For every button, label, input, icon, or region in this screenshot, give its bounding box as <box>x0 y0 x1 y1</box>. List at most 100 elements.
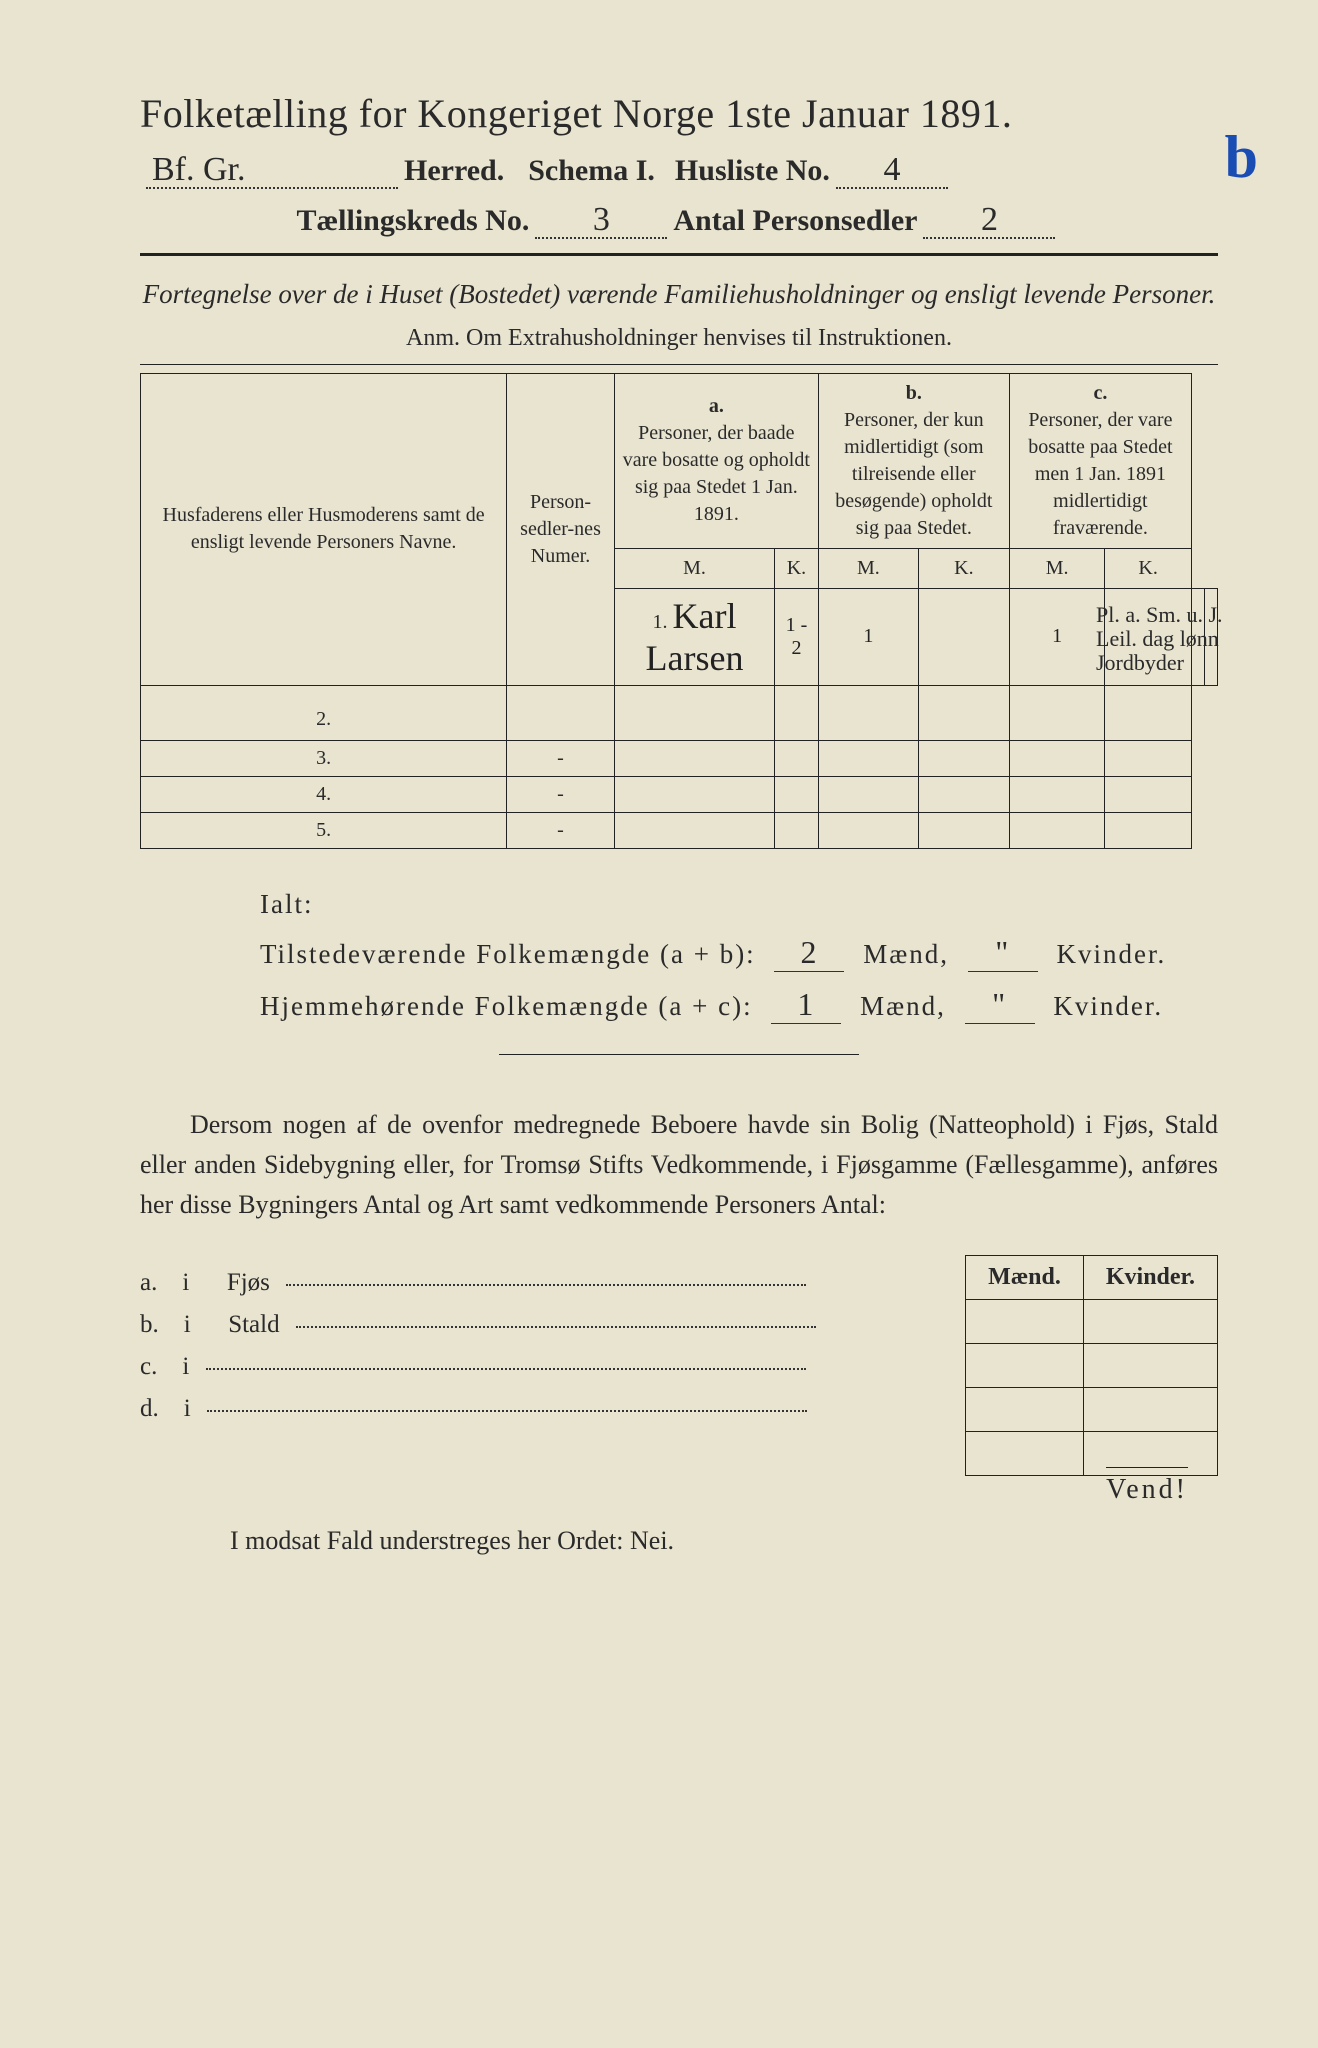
cell <box>918 776 1009 812</box>
kvinder-label: Kvinder. <box>1053 991 1163 1021</box>
blue-pencil-mark: b <box>1225 123 1258 192</box>
ialt-label: Ialt: <box>260 889 1218 920</box>
cell <box>818 740 918 776</box>
ob-key: d. <box>140 1395 159 1422</box>
cell <box>818 776 918 812</box>
cell <box>1105 776 1192 812</box>
cell <box>775 812 819 848</box>
th-a-label: a. <box>709 395 724 417</box>
header-line-1: Bf. Gr. Herred. Schema I. Husliste No. 4… <box>140 153 1218 189</box>
cell <box>507 685 615 740</box>
main-table: Husfaderens eller Husmoderens samt de en… <box>140 373 1218 849</box>
husliste-value: 4 <box>836 153 948 189</box>
ob-dots <box>207 1410 807 1412</box>
th-b-label: b. <box>906 382 922 404</box>
footer-text: I modsat Fald understreges her Ordet: Ne… <box>230 1526 674 1555</box>
ob-i: i <box>184 1395 191 1422</box>
ob-i: i <box>182 1353 189 1380</box>
th-b: b. Personer, der kun midlertidigt (som t… <box>818 373 1009 548</box>
ob-label: Fjøs <box>227 1269 270 1296</box>
cell <box>1009 776 1105 812</box>
th-a-m: M. <box>614 548 774 588</box>
cell <box>1105 740 1192 776</box>
cell <box>1009 812 1105 848</box>
cell <box>614 812 774 848</box>
cell <box>966 1432 1084 1476</box>
th-c-k: K. <box>1105 548 1192 588</box>
tilst-m: 2 <box>774 934 844 972</box>
table-row: 5. - <box>141 812 1218 848</box>
footer-line: I modsat Fald understreges her Ordet: Ne… <box>230 1526 1218 1556</box>
cell <box>966 1388 1084 1432</box>
cell <box>1083 1344 1217 1388</box>
th-c-text: Personer, der vare bosatte paa Stedet me… <box>1028 409 1172 539</box>
row-n: 2. <box>316 708 331 730</box>
cell <box>918 588 1009 685</box>
ob-row: b. i Stald <box>140 1311 935 1339</box>
totals-block: Ialt: Tilstedeværende Folkemængde (a + b… <box>260 889 1218 1024</box>
hjem-m: 1 <box>771 986 841 1024</box>
cell <box>1083 1388 1217 1432</box>
ob-row: c. i <box>140 1353 935 1381</box>
herred-label: Herred. <box>404 154 504 188</box>
antal-label: Antal Personsedler <box>673 204 917 238</box>
mk-m: Mænd. <box>966 1256 1084 1300</box>
intro-text: Fortegnelse over de i Huset (Bostedet) v… <box>140 274 1218 315</box>
th-a: a. Personer, der baade vare bosatte og o… <box>614 373 818 548</box>
header-line-2: Tællingskreds No. 3 Antal Personsedler 2 <box>140 203 1218 239</box>
anm-text: Anm. Om Extrahusholdninger henvises til … <box>140 325 1218 352</box>
kreds-label: Tællingskreds No. <box>297 204 530 238</box>
tilst-label: Tilstedeværende Folkemængde (a + b): <box>260 939 756 969</box>
mk-k: Kvinder. <box>1083 1256 1217 1300</box>
cell <box>818 685 918 740</box>
cell <box>918 812 1009 848</box>
cell <box>775 740 819 776</box>
page-title: Folketælling for Kongeriget Norge 1ste J… <box>140 90 1218 137</box>
tilst-line: Tilstedeværende Folkemængde (a + b): 2 M… <box>260 934 1218 972</box>
vend: Vend! <box>1106 1467 1188 1506</box>
cell <box>966 1300 1084 1344</box>
ob-dots <box>286 1284 806 1286</box>
ob-dots <box>206 1368 806 1370</box>
ob-key: c. <box>140 1353 157 1380</box>
divider <box>140 364 1218 365</box>
cell <box>1009 685 1105 740</box>
paragraph: Dersom nogen af de ovenfor medregnede Be… <box>140 1105 1218 1226</box>
hjem-label: Hjemmehørende Folkemængde (a + c): <box>260 991 753 1021</box>
th-num: Person-sedler-nes Numer. <box>507 373 615 685</box>
schema-label: Schema I. <box>528 154 655 188</box>
ob-label: Stald <box>228 1311 279 1338</box>
cell <box>614 740 774 776</box>
th-a-text: Personer, der baade vare bosatte og opho… <box>623 422 810 525</box>
cell <box>1105 685 1192 740</box>
cell: 1 <box>1009 588 1105 685</box>
maend-label: Mænd, <box>863 939 949 969</box>
divider <box>499 1054 859 1055</box>
th-name: Husfaderens eller Husmoderens samt de en… <box>141 373 507 685</box>
cell <box>966 1344 1084 1388</box>
outbuildings: a. i Fjøs b. i Stald c. i d. i <box>140 1255 1218 1476</box>
row-n: 4. <box>316 783 331 805</box>
table-row: 3. - <box>141 740 1218 776</box>
th-b-text: Personer, der kun midlertidigt (som tilr… <box>835 409 992 539</box>
hjem-line: Hjemmehørende Folkemængde (a + c): 1 Mæn… <box>260 986 1218 1024</box>
th-b-m: M. <box>818 548 918 588</box>
cell <box>918 685 1009 740</box>
antal-value: 2 <box>923 203 1055 239</box>
row-n: 1. <box>652 611 667 633</box>
kvinder-label: Kvinder. <box>1056 939 1166 969</box>
kreds-value: 3 <box>535 203 667 239</box>
cell: 1 - 2 <box>775 588 819 685</box>
ob-dots <box>296 1326 816 1328</box>
herred-value: Bf. Gr. <box>146 153 398 189</box>
cell: - <box>507 812 615 848</box>
tilst-k: " <box>968 934 1038 972</box>
th-c-label: c. <box>1093 382 1107 404</box>
cell <box>775 685 819 740</box>
cell <box>918 740 1009 776</box>
th-b-k: K. <box>918 548 1009 588</box>
cell <box>614 685 774 740</box>
cell: - <box>507 740 615 776</box>
row-n: 5. <box>316 819 331 841</box>
row-name: Karl Larsen <box>646 596 744 678</box>
